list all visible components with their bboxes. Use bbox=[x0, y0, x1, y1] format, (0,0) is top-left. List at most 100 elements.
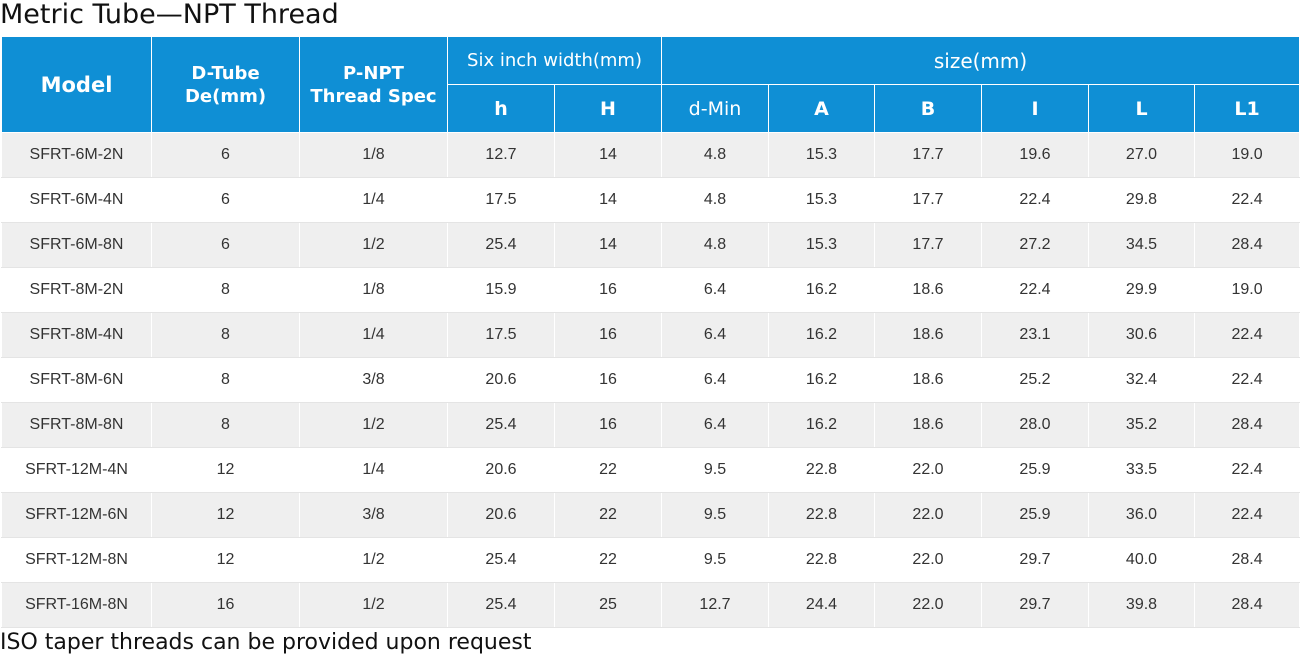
cell-p-npt: 1/2 bbox=[299, 537, 448, 583]
cell-p-npt: 3/8 bbox=[299, 492, 448, 538]
cell-H: 25 bbox=[554, 582, 662, 628]
cell-A: 24.4 bbox=[768, 582, 875, 628]
cell-d-min: 4.8 bbox=[661, 132, 769, 178]
cell-d-tube: 8 bbox=[151, 267, 300, 313]
cell-h: 17.5 bbox=[447, 312, 555, 358]
cell-d-min: 4.8 bbox=[661, 222, 769, 268]
table-row: SFRT-8M-4N 8 1/4 17.5 16 6.4 16.2 18.6 23.1 30.6 2… bbox=[1, 312, 1300, 358]
cell-I: 25.9 bbox=[981, 492, 1089, 538]
cell-A: 16.2 bbox=[768, 267, 875, 313]
cell-B: 18.6 bbox=[874, 267, 982, 313]
cell-L: 34.5 bbox=[1088, 222, 1195, 268]
header-d-min: d-Min bbox=[661, 84, 769, 133]
cell-L1: 28.4 bbox=[1193, 222, 1300, 268]
cell-I: 25.2 bbox=[981, 357, 1089, 403]
cell-L: 27.0 bbox=[1088, 132, 1195, 178]
cell-h: 20.6 bbox=[447, 447, 555, 493]
header-size: size(mm) bbox=[660, 36, 1300, 85]
cell-h: 12.7 bbox=[447, 132, 555, 178]
cell-L: 35.2 bbox=[1088, 402, 1195, 448]
cell-p-npt: 1/2 bbox=[299, 582, 448, 628]
header-L: L bbox=[1088, 84, 1195, 133]
cell-H: 22 bbox=[554, 447, 662, 493]
cell-d-tube: 12 bbox=[151, 447, 300, 493]
header-I: I bbox=[981, 84, 1089, 133]
table-row: SFRT-8M-8N 8 1/2 25.4 16 6.4 16.2 18.6 28.0 35.2 2… bbox=[1, 402, 1300, 448]
cell-model: SFRT-6M-2N bbox=[1, 132, 152, 178]
table-row: SFRT-8M-6N 8 3/8 20.6 16 6.4 16.2 18.6 25.2 32.4 2… bbox=[1, 357, 1300, 403]
cell-h: 25.4 bbox=[447, 537, 555, 583]
footnote: ISO taper threads can be provided upon r… bbox=[0, 630, 532, 655]
table-row: SFRT-8M-2N 8 1/8 15.9 16 6.4 16.2 18.6 22.4 29.9 1… bbox=[1, 267, 1300, 313]
cell-d-min: 6.4 bbox=[661, 312, 769, 358]
cell-model: SFRT-8M-8N bbox=[1, 402, 152, 448]
cell-d-tube: 12 bbox=[151, 537, 300, 583]
header-model: Model bbox=[1, 36, 152, 133]
cell-H: 22 bbox=[554, 492, 662, 538]
cell-B: 18.6 bbox=[874, 357, 982, 403]
cell-L1: 28.4 bbox=[1193, 582, 1300, 628]
cell-L1: 19.0 bbox=[1193, 267, 1300, 313]
cell-model: SFRT-8M-6N bbox=[1, 357, 152, 403]
header-row-sub: h H d-Min A B I L L1 bbox=[2, 84, 1300, 133]
cell-d-tube: 6 bbox=[151, 177, 300, 223]
cell-A: 22.8 bbox=[768, 492, 875, 538]
cell-p-npt: 3/8 bbox=[299, 357, 448, 403]
cell-L1: 28.4 bbox=[1193, 402, 1300, 448]
cell-h: 25.4 bbox=[447, 222, 555, 268]
cell-B: 17.7 bbox=[874, 132, 982, 178]
cell-h: 17.5 bbox=[447, 177, 555, 223]
cell-p-npt: 1/4 bbox=[299, 312, 448, 358]
cell-A: 22.8 bbox=[768, 447, 875, 493]
header-six-inch-width: Six inch width(mm) bbox=[447, 36, 662, 85]
cell-L1: 22.4 bbox=[1193, 492, 1300, 538]
cell-A: 15.3 bbox=[768, 177, 875, 223]
cell-H: 14 bbox=[554, 132, 662, 178]
cell-B: 17.7 bbox=[874, 222, 982, 268]
cell-p-npt: 1/2 bbox=[299, 402, 448, 448]
header-B: B bbox=[874, 84, 982, 133]
cell-H: 22 bbox=[554, 537, 662, 583]
cell-L: 32.4 bbox=[1088, 357, 1195, 403]
table-row: SFRT-12M-6N 12 3/8 20.6 22 9.5 22.8 22.0 25.9 36.… bbox=[1, 492, 1300, 538]
cell-I: 29.7 bbox=[981, 582, 1089, 628]
cell-B: 22.0 bbox=[874, 447, 982, 493]
cell-B: 22.0 bbox=[874, 492, 982, 538]
cell-d-tube: 12 bbox=[151, 492, 300, 538]
header-L1: L1 bbox=[1193, 84, 1300, 133]
table-row: SFRT-6M-4N 6 1/4 17.5 14 4.8 15.3 17.7 22.4 29.8 2… bbox=[1, 177, 1300, 223]
cell-model: SFRT-16M-8N bbox=[1, 582, 152, 628]
cell-I: 22.4 bbox=[981, 267, 1089, 313]
cell-L: 40.0 bbox=[1088, 537, 1195, 583]
cell-L1: 28.4 bbox=[1193, 537, 1300, 583]
table-body: SFRT-6M-2N 6 1/8 12.7 14 4.8 15.3 17.7 19.6 27.0 1… bbox=[1, 132, 1300, 628]
cell-L: 29.9 bbox=[1088, 267, 1195, 313]
header-row-top: Model D-Tube De(mm) P-NPT Thread Spec Si… bbox=[1, 36, 1300, 133]
cell-H: 16 bbox=[554, 312, 662, 358]
cell-d-min: 4.8 bbox=[661, 177, 769, 223]
cell-d-min: 6.4 bbox=[661, 357, 769, 403]
cell-L1: 22.4 bbox=[1193, 312, 1300, 358]
cell-A: 15.3 bbox=[768, 132, 875, 178]
cell-h: 25.4 bbox=[447, 402, 555, 448]
cell-model: SFRT-8M-2N bbox=[1, 267, 152, 313]
cell-L: 29.8 bbox=[1088, 177, 1195, 223]
cell-L1: 22.4 bbox=[1193, 357, 1300, 403]
cell-B: 18.6 bbox=[874, 312, 982, 358]
cell-model: SFRT-12M-8N bbox=[1, 537, 152, 583]
cell-L1: 19.0 bbox=[1193, 132, 1300, 178]
header-d-tube-line2: De(mm) bbox=[184, 85, 267, 107]
header-d-tube-line1: D-Tube bbox=[191, 62, 260, 84]
cell-L: 36.0 bbox=[1088, 492, 1195, 538]
cell-d-tube: 8 bbox=[151, 312, 300, 358]
cell-p-npt: 1/4 bbox=[299, 447, 448, 493]
cell-A: 16.2 bbox=[768, 402, 875, 448]
cell-H: 14 bbox=[554, 222, 662, 268]
header-p-npt-line2: Thread Spec bbox=[310, 85, 437, 107]
cell-B: 22.0 bbox=[874, 582, 982, 628]
cell-p-npt: 1/4 bbox=[299, 177, 448, 223]
cell-B: 22.0 bbox=[874, 537, 982, 583]
cell-H: 16 bbox=[554, 267, 662, 313]
cell-d-min: 12.7 bbox=[661, 582, 769, 628]
cell-I: 28.0 bbox=[981, 402, 1089, 448]
